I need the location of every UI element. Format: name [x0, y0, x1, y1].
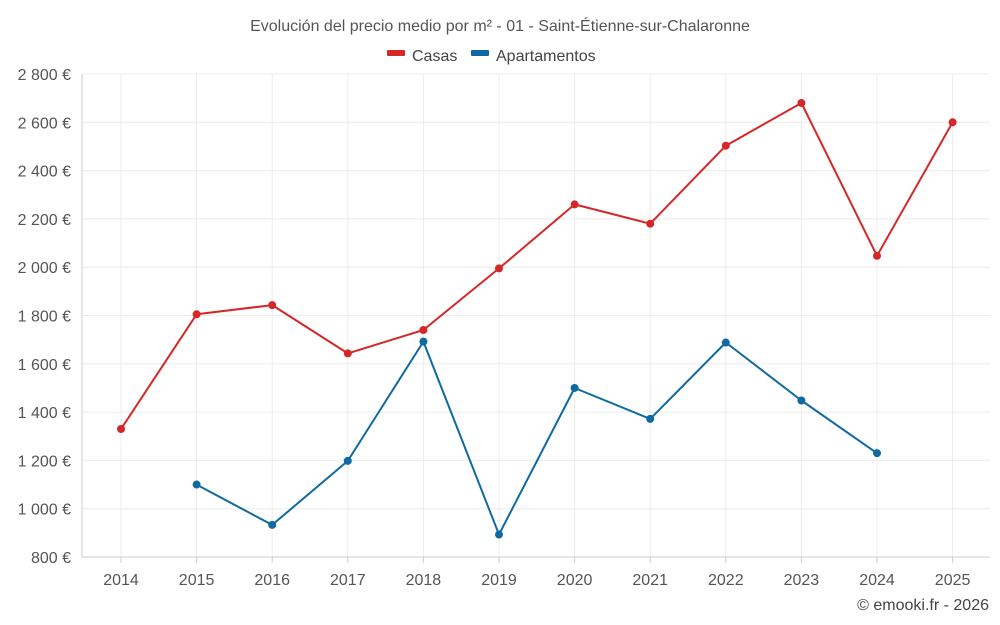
x-tick-label: 2014	[103, 572, 139, 589]
y-tick-label: 800 €	[31, 550, 71, 567]
data-point-apartamentos[interactable]	[419, 337, 428, 346]
data-point-apartamentos[interactable]	[495, 530, 503, 539]
data-point-apartamentos[interactable]	[192, 480, 201, 489]
y-tick-label: 2 200 €	[18, 212, 71, 229]
data-point-casas[interactable]	[570, 200, 579, 209]
data-point-apartamentos[interactable]	[570, 383, 579, 392]
grid	[82, 73, 990, 557]
y-tick-label: 2 800 €	[18, 67, 71, 84]
x-tick-label: 2021	[632, 572, 668, 589]
data-point-casas[interactable]	[419, 325, 428, 334]
x-tick-label: 2022	[708, 572, 744, 589]
series-line-casas	[120, 102, 954, 430]
data-point-casas[interactable]	[343, 349, 352, 358]
data-point-casas[interactable]	[797, 98, 806, 107]
data-point-casas[interactable]	[192, 310, 201, 319]
y-tick-label: 2 600 €	[18, 115, 71, 132]
credit-text: © emooki.fr - 2026	[857, 597, 989, 614]
x-tick-label: 2024	[859, 572, 895, 589]
x-tick-label: 2023	[784, 572, 820, 589]
data-point-casas[interactable]	[873, 251, 881, 260]
series-line-apartamentos	[196, 340, 878, 536]
x-tick-label: 2018	[406, 572, 442, 589]
x-tick-label: 2015	[179, 572, 215, 589]
y-tick-label: 1 200 €	[18, 453, 71, 470]
data-point-casas[interactable]	[721, 141, 730, 150]
legend: Casas Apartamentos	[387, 48, 596, 65]
data-point-casas[interactable]	[646, 219, 655, 228]
data-point-casas[interactable]	[948, 118, 957, 127]
legend-label-apartamentos: Apartamentos	[496, 48, 596, 65]
data-point-apartamentos[interactable]	[343, 456, 352, 465]
y-tick-label: 1 800 €	[18, 309, 71, 326]
legend-swatch-apartamentos	[471, 50, 489, 56]
data-point-apartamentos[interactable]	[797, 396, 806, 405]
x-tick-label: 2025	[935, 572, 971, 589]
y-tick-label: 1 600 €	[18, 357, 71, 374]
y-tick-label: 2 000 €	[18, 260, 71, 277]
x-tick-label: 2019	[481, 572, 517, 589]
data-point-apartamentos[interactable]	[268, 520, 277, 529]
data-point-apartamentos[interactable]	[646, 414, 655, 423]
data-point-apartamentos[interactable]	[873, 449, 881, 458]
y-tick-label: 2 400 €	[18, 164, 71, 181]
data-point-casas[interactable]	[268, 301, 277, 310]
y-tick-label: 1 000 €	[18, 502, 71, 519]
legend-label-casas: Casas	[412, 48, 457, 65]
series	[117, 98, 957, 539]
legend-item-apartamentos[interactable]: Apartamentos	[471, 48, 596, 65]
legend-swatch-casas	[387, 50, 405, 56]
legend-item-casas[interactable]: Casas	[387, 48, 457, 65]
axes: 800 € 1 000 € 1 200 € 1 400 € 1 600 € 1 800 €…	[18, 67, 990, 589]
x-tick-label: 2017	[330, 572, 366, 589]
x-tick-label: 2020	[557, 572, 593, 589]
x-tick-label: 2016	[254, 572, 290, 589]
chart-title: Evolución del precio medio por m² - 01 -…	[250, 16, 750, 35]
data-point-casas[interactable]	[117, 425, 125, 434]
y-tick-label: 1 400 €	[18, 405, 71, 422]
data-point-casas[interactable]	[495, 264, 503, 273]
data-point-apartamentos[interactable]	[721, 338, 730, 347]
